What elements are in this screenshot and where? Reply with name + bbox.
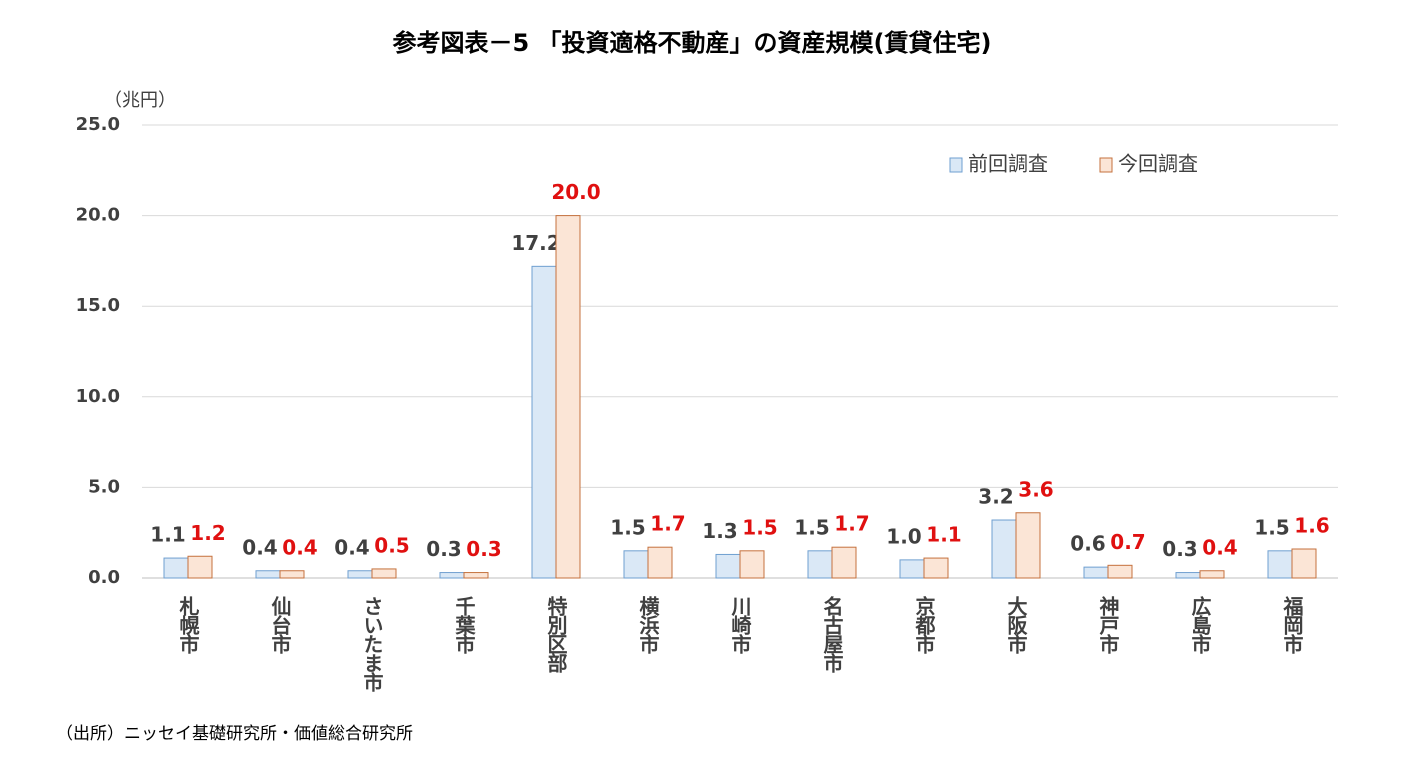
legend-label: 今回調査: [1118, 152, 1198, 176]
y-tick-label: 25.0: [76, 114, 120, 135]
bar: [831, 546, 857, 579]
x-tick-label: 神戸市: [1096, 595, 1120, 654]
bar: [187, 555, 213, 579]
x-tick-label: 大阪市: [1004, 596, 1028, 654]
data-label: 0.3: [466, 537, 501, 561]
data-label: 3.2: [978, 485, 1013, 509]
data-label: 1.5: [610, 515, 645, 539]
legend-swatch: [1099, 157, 1113, 173]
x-tick-label: 京都市: [912, 595, 936, 654]
bar: [255, 570, 281, 579]
x-tick-label: 千葉市: [452, 596, 476, 654]
x-tick-label: 福岡市: [1280, 596, 1304, 654]
bar: [715, 553, 741, 579]
bar: [1015, 512, 1041, 579]
data-label: 0.6: [1070, 532, 1105, 556]
bar: [555, 215, 581, 579]
bar: [1175, 572, 1201, 579]
bar: [1107, 564, 1133, 579]
bar: [531, 265, 557, 579]
y-tick-label: 10.0: [76, 386, 120, 407]
data-label: 0.5: [374, 533, 409, 557]
data-label: 1.1: [926, 523, 961, 547]
data-label: 1.3: [702, 519, 737, 543]
x-tick-label: 名古屋市: [820, 595, 844, 673]
data-label: 0.4: [242, 535, 277, 559]
legend-swatch: [949, 157, 963, 173]
data-label: 1.5: [1254, 515, 1289, 539]
bar: [347, 570, 373, 579]
y-tick-label: 0.0: [88, 567, 120, 588]
chart-title: 参考図表－5 「投資適格不動産」の資産規模(賃貸住宅): [393, 29, 992, 57]
y-tick-label: 15.0: [76, 295, 120, 316]
data-label: 0.4: [1202, 535, 1237, 559]
data-label: 1.5: [794, 515, 829, 539]
bar: [1083, 566, 1109, 579]
bar: [1199, 570, 1225, 579]
x-tick-label: さいたま市: [360, 596, 384, 692]
bar: [279, 570, 305, 579]
legend-label: 前回調査: [968, 152, 1048, 176]
data-label: 0.7: [1110, 530, 1145, 554]
bar: [739, 550, 765, 579]
x-tick-label: 広島市: [1188, 595, 1212, 654]
y-axis-label: （兆円）: [104, 90, 176, 111]
bar: [1267, 550, 1293, 579]
data-label: 1.7: [834, 512, 869, 536]
bar: [623, 550, 649, 579]
bar: [807, 550, 833, 579]
data-label: 17.2: [511, 231, 560, 255]
y-tick-label: 20.0: [76, 205, 120, 226]
bar: [923, 557, 949, 579]
data-label: 0.4: [334, 535, 369, 559]
source-note: （出所）ニッセイ基礎研究所・価値総合研究所: [56, 724, 413, 744]
data-label: 0.4: [282, 535, 317, 559]
data-label: 3.6: [1018, 477, 1053, 501]
data-label: 1.5: [742, 515, 777, 539]
x-tick-label: 横浜市: [636, 595, 660, 654]
bar: [439, 572, 465, 579]
bar: [991, 519, 1017, 579]
x-tick-label: 特別区部: [544, 595, 568, 673]
data-label: 1.1: [150, 523, 185, 547]
data-label: 1.2: [190, 521, 225, 545]
bar: [163, 557, 189, 579]
data-label: 1.7: [650, 512, 685, 536]
data-label: 0.3: [426, 537, 461, 561]
bar: [371, 568, 397, 579]
bar: [899, 559, 925, 579]
x-tick-label: 川崎市: [728, 596, 752, 654]
x-tick-label: 札幌市: [176, 596, 200, 654]
data-label: 1.0: [886, 524, 921, 548]
data-label: 20.0: [551, 180, 600, 204]
y-tick-label: 5.0: [88, 476, 120, 497]
data-label: 0.3: [1162, 537, 1197, 561]
x-tick-label: 仙台市: [268, 595, 292, 654]
bar: [1291, 548, 1317, 579]
bar: [463, 572, 489, 579]
bar: [647, 546, 673, 579]
data-label: 1.6: [1294, 514, 1329, 538]
